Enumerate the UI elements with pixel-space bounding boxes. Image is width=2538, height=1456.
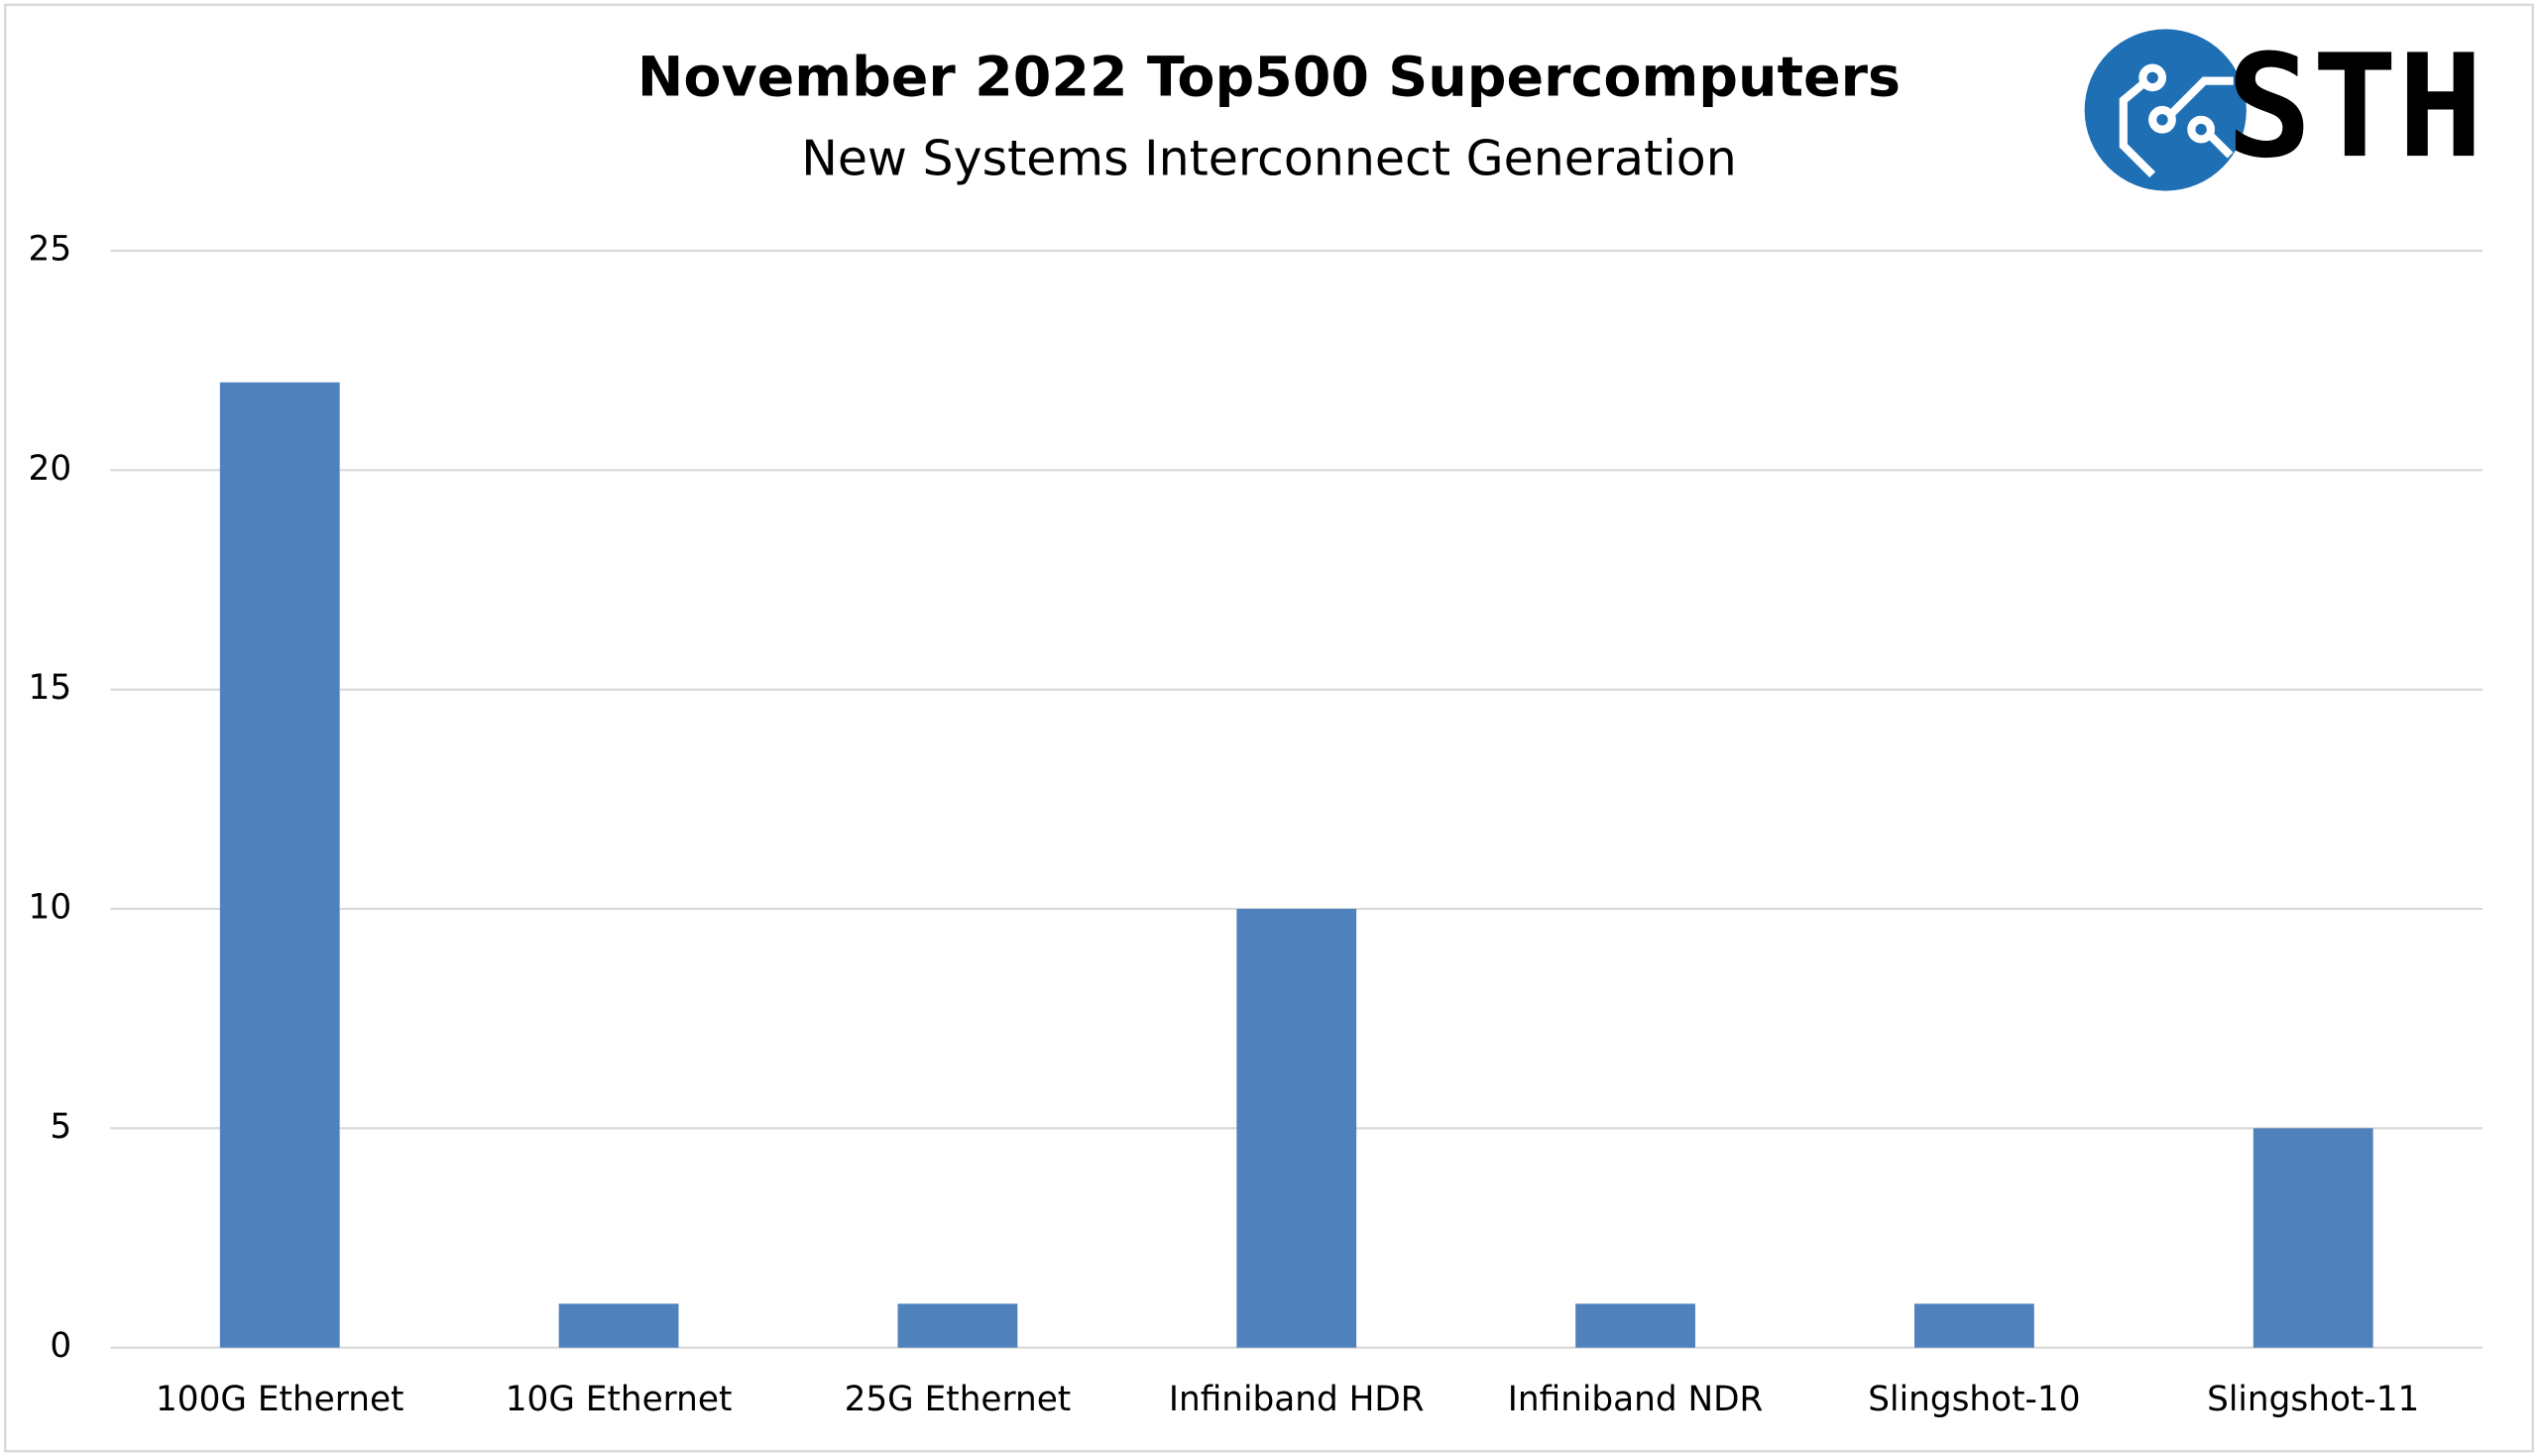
- logo: STH: [2084, 24, 2483, 191]
- bar: [219, 382, 340, 1348]
- logo-circuit: [2119, 63, 2234, 178]
- y-tick-label: 5: [50, 1107, 71, 1147]
- bar: [1236, 908, 1357, 1348]
- bar: [897, 1303, 1018, 1348]
- bar: [558, 1303, 679, 1348]
- y-tick-label: 25: [29, 229, 72, 269]
- x-tick-label: Slingshot-10: [1868, 1380, 2080, 1419]
- logo-text: STH: [2227, 24, 2483, 189]
- x-tick-label: Infiniband NDR: [1508, 1380, 1764, 1419]
- x-tick-label: 100G Ethernet: [156, 1380, 404, 1419]
- chart-title: November 2022 Top500 Supercomputers: [637, 46, 1901, 110]
- bar: [1914, 1303, 2034, 1348]
- x-tick-label: Slingshot-11: [2207, 1380, 2419, 1419]
- y-tick-label: 15: [29, 668, 72, 708]
- y-tick-label: 20: [29, 449, 72, 489]
- y-tick-label: 10: [29, 887, 72, 927]
- bar: [1575, 1303, 1695, 1348]
- chart-subtitle: New Systems Interconnect Generation: [801, 131, 1737, 187]
- x-tick-label: 25G Ethernet: [845, 1380, 1072, 1419]
- bar: [2252, 1128, 2373, 1348]
- x-tick-label: Infiniband HDR: [1169, 1380, 1425, 1419]
- x-tick-label: 10G Ethernet: [506, 1380, 733, 1419]
- y-tick-label: 0: [50, 1326, 71, 1366]
